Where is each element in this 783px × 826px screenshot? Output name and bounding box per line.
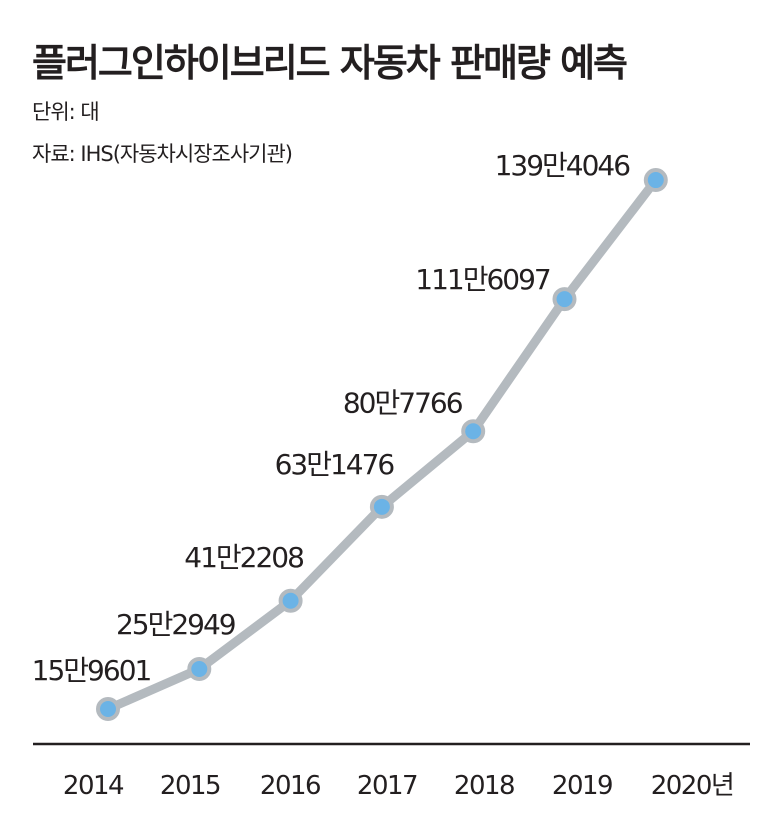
data-label: 80만7766 bbox=[343, 386, 463, 419]
data-point bbox=[187, 657, 212, 682]
data-label: 111만6097 bbox=[415, 263, 550, 296]
data-point bbox=[369, 494, 394, 519]
data-point bbox=[552, 287, 577, 312]
data-point bbox=[643, 168, 668, 193]
x-tick-label: 2020년 bbox=[651, 771, 734, 801]
x-tick-label: 2016 bbox=[260, 771, 320, 801]
unit-label: 단위: 대 bbox=[32, 100, 100, 124]
chart-title: 플러그인하이브리드 자동차 판매량 예측 bbox=[32, 41, 628, 85]
data-label: 139만4046 bbox=[495, 149, 631, 182]
x-tick-label: 2017 bbox=[357, 771, 417, 801]
data-label: 63만1476 bbox=[275, 448, 395, 481]
x-tick-label: 2018 bbox=[454, 771, 514, 801]
data-label: 25만2949 bbox=[116, 608, 235, 641]
data-label: 41만2208 bbox=[184, 541, 303, 574]
x-tick-label: 2014 bbox=[63, 771, 124, 801]
data-point bbox=[278, 588, 303, 613]
data-label: 15만9601 bbox=[32, 654, 151, 687]
data-point bbox=[96, 697, 120, 722]
x-tick-label: 2019 bbox=[552, 771, 612, 801]
data-point bbox=[461, 419, 486, 444]
x-tick-label: 2015 bbox=[160, 771, 220, 801]
source-label: 자료: IHS(자동차시장조사기관) bbox=[32, 142, 293, 166]
